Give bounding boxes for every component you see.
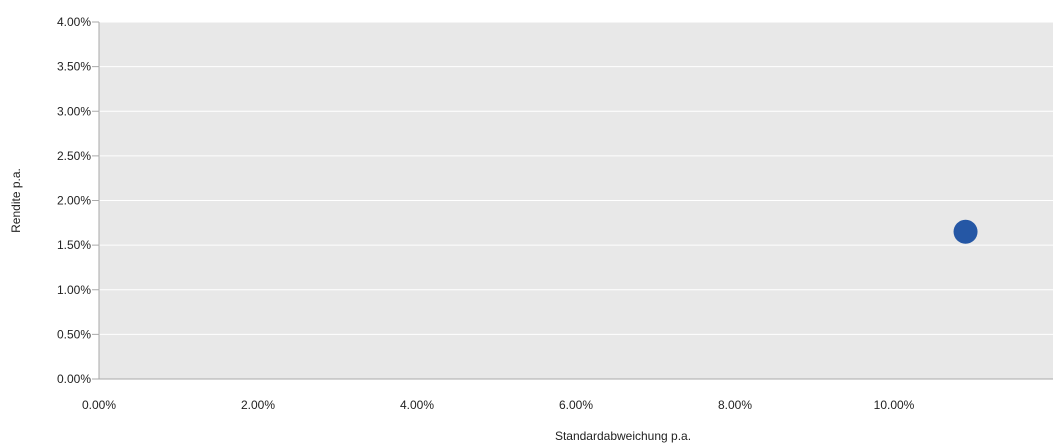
data-points — [953, 219, 978, 244]
y-tick-label: 1.00% — [57, 283, 91, 297]
x-tick-label: 4.00% — [400, 398, 434, 412]
x-axis-ticks: 0.00% 2.00% 4.00% 6.00% 8.00% 10.00% — [82, 398, 915, 412]
y-tick-label: 2.00% — [57, 194, 91, 208]
data-point[interactable] — [953, 219, 978, 244]
y-tick-label: 1.50% — [57, 238, 91, 252]
y-tick-label: 0.50% — [57, 327, 91, 341]
y-tick-label: 2.50% — [57, 149, 91, 163]
y-tick-label: 3.50% — [57, 60, 91, 74]
x-tick-label: 10.00% — [874, 398, 915, 412]
y-tick-label: 3.00% — [57, 104, 91, 118]
x-tick-label: 2.00% — [241, 398, 275, 412]
y-tick-label: 0.00% — [57, 372, 91, 386]
x-axis-title: Standardabweichung p.a. — [555, 429, 691, 443]
y-tick-label: 4.00% — [57, 15, 91, 29]
y-axis-ticks: 0.00% 0.50% 1.00% 1.50% 2.00% 2.50% 3.00% 3.50%… — [57, 15, 99, 386]
x-tick-label: 0.00% — [82, 398, 116, 412]
gridlines — [99, 21, 1053, 335]
y-axis-title: Rendite p.a. — [9, 168, 23, 233]
x-tick-label: 6.00% — [559, 398, 593, 412]
x-tick-label: 8.00% — [718, 398, 752, 412]
